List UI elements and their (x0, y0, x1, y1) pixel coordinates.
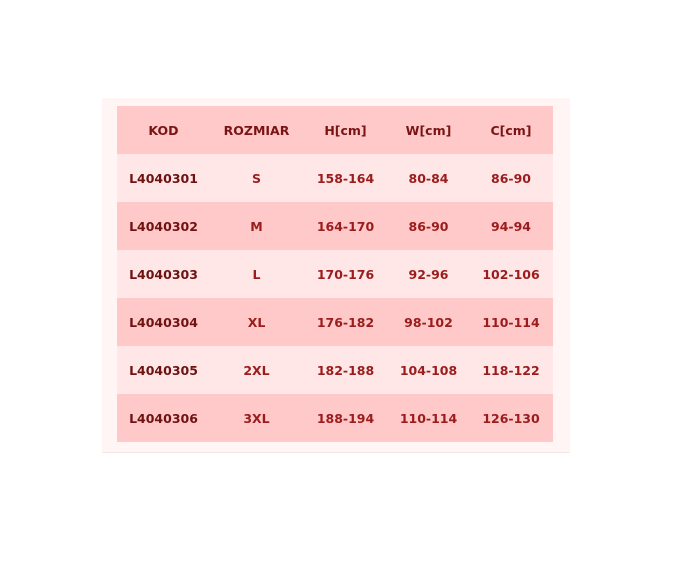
header-w: W[cm] (405, 122, 452, 138)
cell-rozmiar: 2XL (243, 362, 270, 378)
cell-kod: L4040302 (129, 218, 198, 234)
table-row: L4040306 3XL 188-194 110-114 126-130 (117, 394, 553, 442)
cell-h: 182-188 (316, 362, 375, 378)
cell-c: 94-94 (491, 218, 531, 234)
cell-w: 86-90 (408, 218, 449, 234)
size-chart-panel: KOD ROZMIAR H[cm] W[cm] C[cm] L4040301 S 1… (102, 98, 570, 453)
cell-kod: L4040303 (129, 266, 198, 282)
cell-h: 158-164 (316, 170, 375, 186)
cell-c: 102-106 (482, 266, 540, 282)
table-row: L4040301 S 158-164 80-84 86-90 (117, 154, 553, 202)
cell-w: 110-114 (399, 410, 458, 426)
table-row: L4040305 2XL 182-188 104-108 118-122 (117, 346, 553, 394)
cell-rozmiar: M (250, 218, 263, 234)
header-kod: KOD (148, 122, 179, 138)
size-table: KOD ROZMIAR H[cm] W[cm] C[cm] L4040301 S 1… (117, 106, 553, 442)
cell-w: 80-84 (408, 170, 449, 186)
cell-h: 164-170 (316, 218, 375, 234)
header-rozmiar: ROZMIAR (223, 122, 290, 138)
table-row: L4040302 M 164-170 86-90 94-94 (117, 202, 553, 250)
cell-c: 118-122 (482, 362, 540, 378)
cell-rozmiar: XL (247, 314, 266, 330)
cell-h: 188-194 (316, 410, 375, 426)
cell-h: 176-182 (316, 314, 375, 330)
cell-rozmiar: 3XL (243, 410, 270, 426)
cell-rozmiar: L (252, 266, 261, 282)
cell-kod: L4040304 (129, 314, 198, 330)
cell-kod: L4040301 (129, 170, 198, 186)
cell-h: 170-176 (316, 266, 375, 282)
cell-c: 126-130 (482, 410, 540, 426)
cell-rozmiar: S (251, 170, 261, 186)
cell-w: 104-108 (399, 362, 458, 378)
header-h: H[cm] (324, 122, 367, 138)
table-row: L4040303 L 170-176 92-96 102-106 (117, 250, 553, 298)
cell-w: 92-96 (408, 266, 449, 282)
cell-c: 110-114 (482, 314, 540, 330)
header-c: C[cm] (490, 122, 532, 138)
cell-kod: L4040306 (129, 410, 198, 426)
cell-w: 98-102 (404, 314, 453, 330)
cell-kod: L4040305 (129, 362, 198, 378)
header-row: KOD ROZMIAR H[cm] W[cm] C[cm] (117, 106, 553, 154)
table-row: L4040304 XL 176-182 98-102 110-114 (117, 298, 553, 346)
cell-c: 86-90 (491, 170, 531, 186)
